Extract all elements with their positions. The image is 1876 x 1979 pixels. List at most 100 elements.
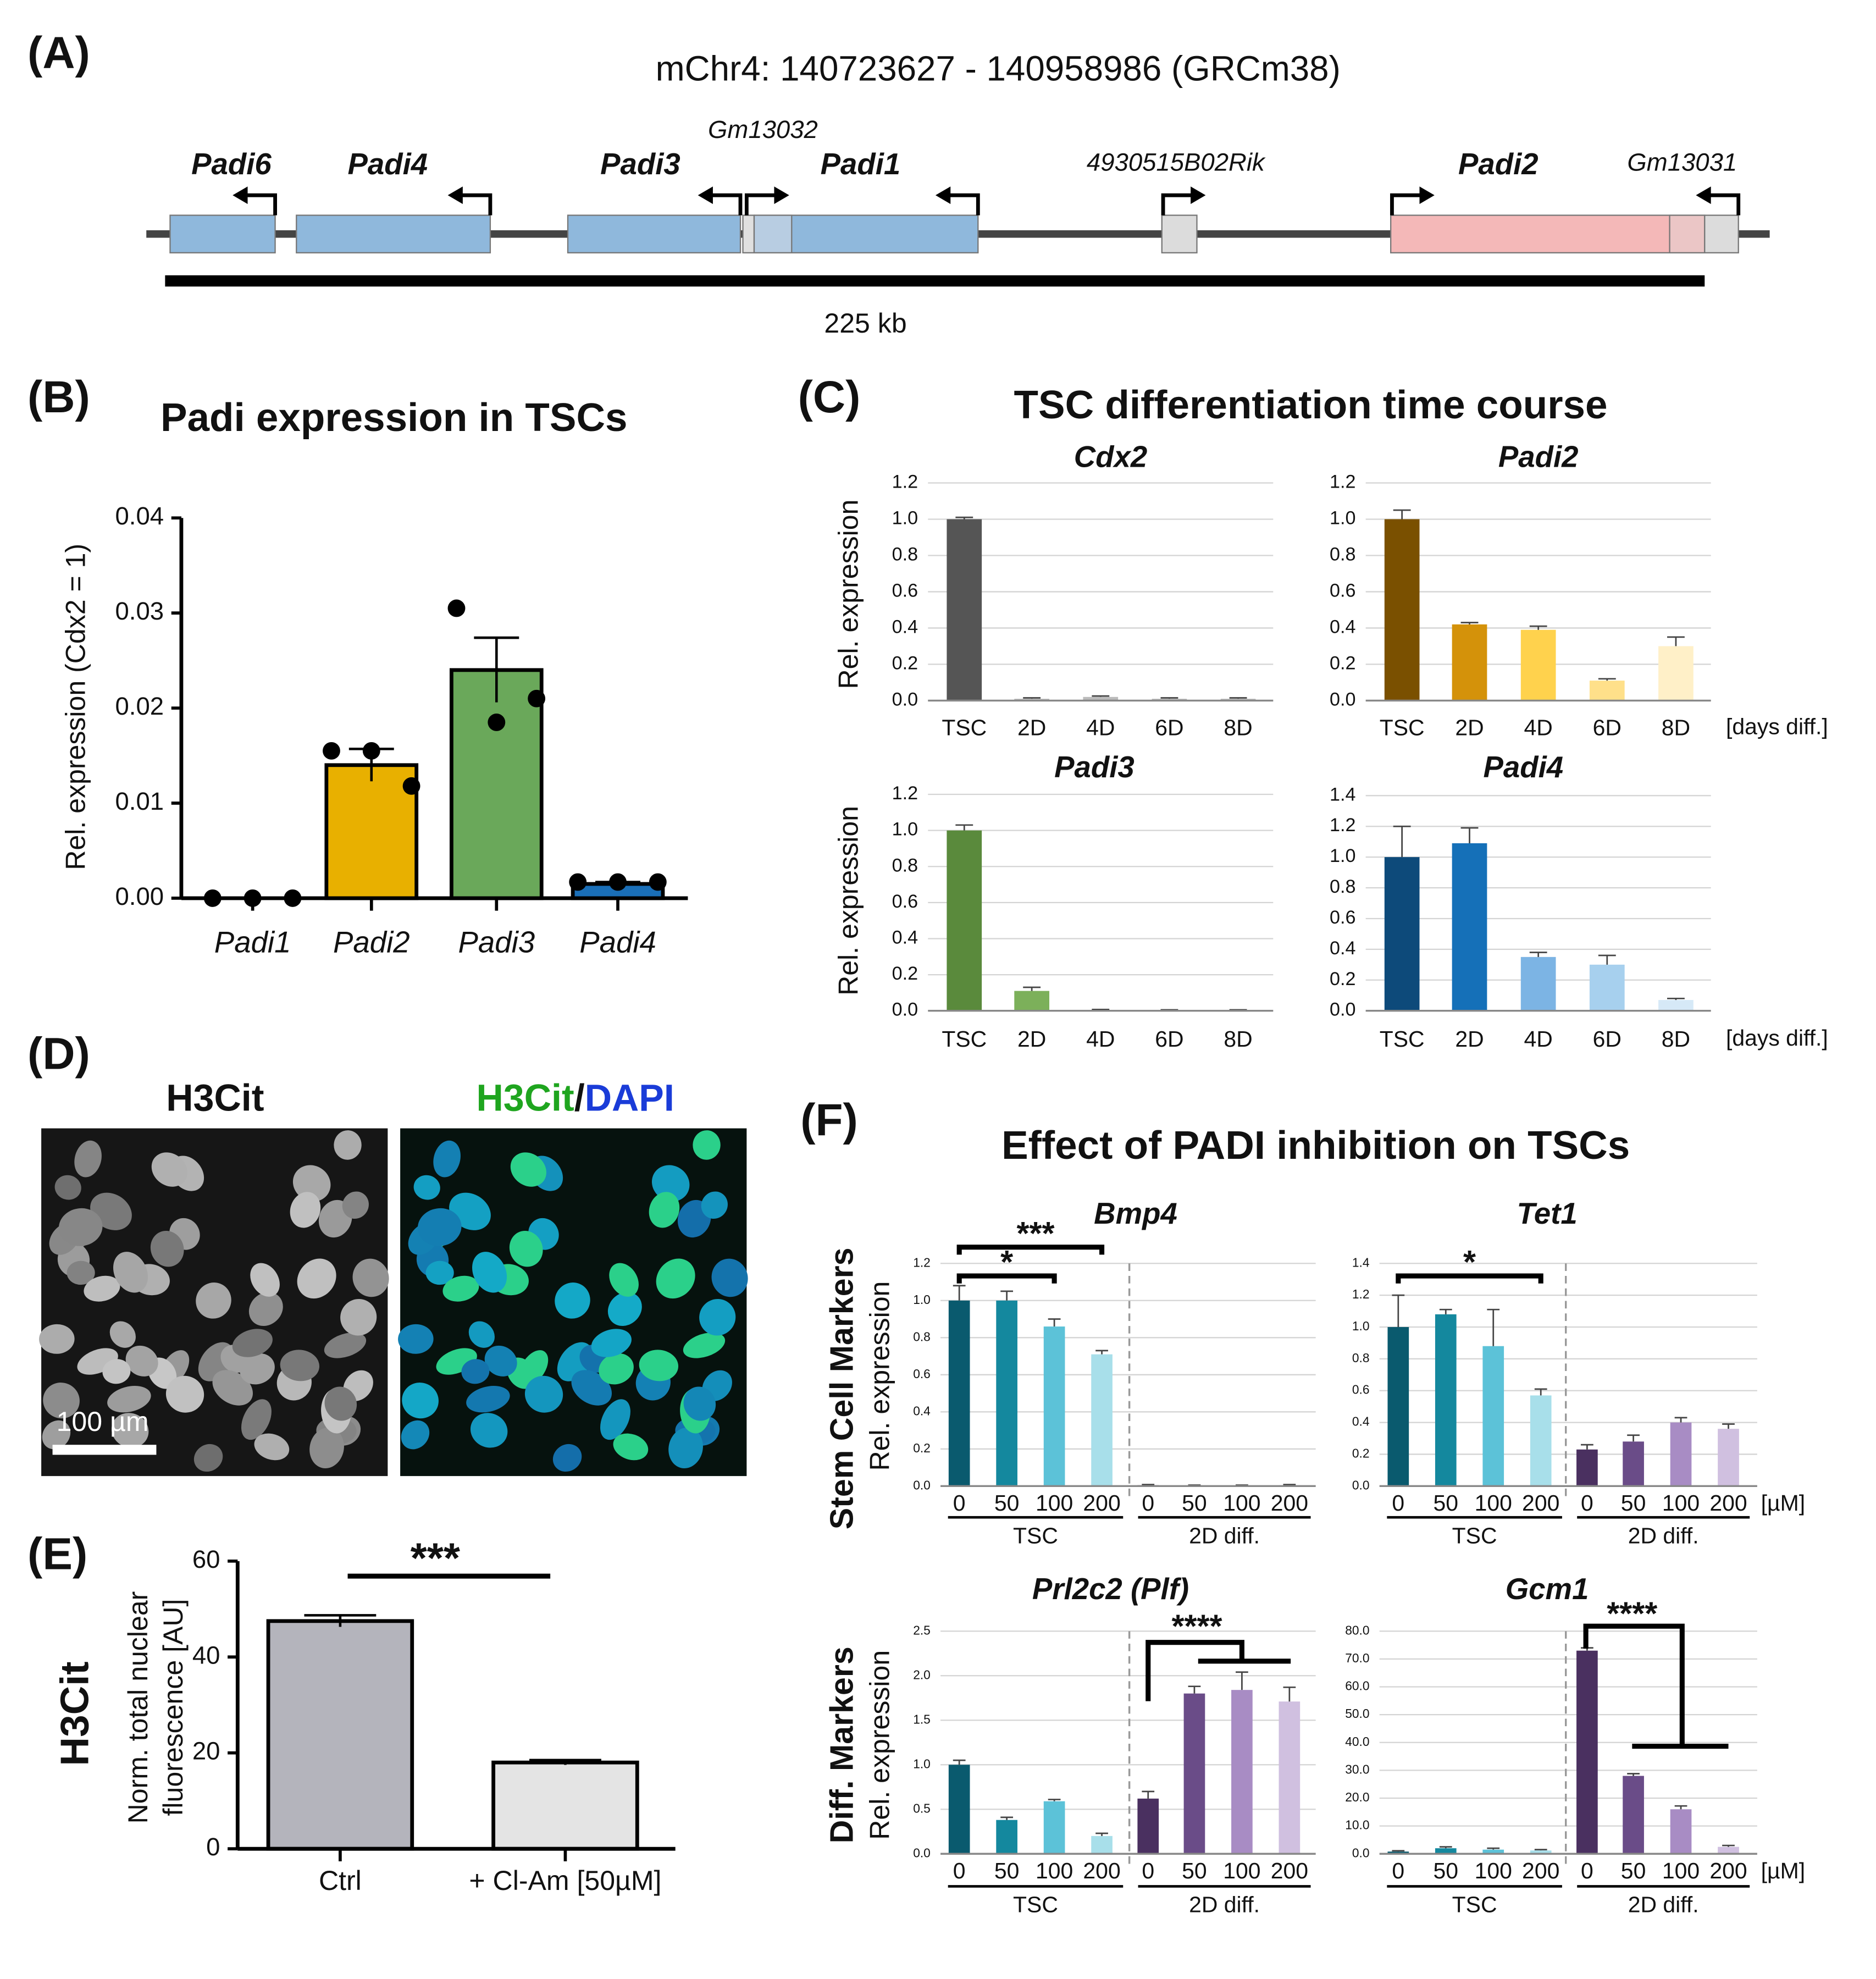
y-axis-label: Norm. total nuclear [123,1591,153,1824]
row-label: H3Cit [52,1661,97,1766]
gene-box [169,214,276,253]
bar [1718,1429,1739,1486]
cell [280,1350,319,1381]
y-tick-label: 0.6 [913,1367,931,1381]
y-axis-label: fluorescence [AU] [158,1599,189,1816]
scale-label: 225 kb [824,308,906,339]
chart-title: Gcm1 [1506,1572,1589,1606]
error-bar [529,1759,601,1765]
group-label: TSC [1013,1523,1058,1548]
bar [1520,957,1556,1011]
x-tick-label: 0 [1581,1490,1593,1516]
y-tick-label: 2.5 [913,1623,931,1637]
y-axis-label: Rel. expression (Cdx2 = 1) [60,544,91,870]
x-tick-label: 0 [1581,1858,1593,1883]
gene-label: Padi4 [348,147,428,181]
x-tick-label: 50 [1434,1858,1459,1883]
x-tick-label: 100 [1223,1858,1260,1883]
cell [151,1152,187,1187]
gene-arrow [1161,193,1201,215]
bar [948,1765,970,1854]
significance-label: *** [1016,1215,1054,1252]
bar [1387,1851,1409,1854]
cell [466,1386,510,1413]
group-label: 2D diff. [1628,1892,1699,1917]
error-bar [1722,1423,1735,1429]
cell [600,1399,630,1440]
bar [1014,991,1050,1011]
x-tick-label: 200 [1522,1490,1559,1516]
x-tick-label: 0 [1392,1858,1404,1883]
cell [84,1275,120,1302]
bar [1576,1650,1598,1854]
group-label: 2D diff. [1628,1523,1699,1548]
arrow-head [447,186,463,204]
y-axis-label: Rel. expression [864,1650,895,1840]
significance-label: * [1463,1243,1476,1280]
cell [39,1324,75,1354]
x-tick-label: 0 [1142,1858,1154,1883]
x-tick-label: 6D [1155,1026,1183,1052]
y-tick-label: 30.0 [1345,1762,1369,1776]
x-tick-label: TSC [942,715,987,740]
error-bar [1023,697,1041,699]
title-part: / [574,1077,585,1119]
data-point [488,714,506,731]
x-unit: [days diff.] [1726,714,1828,739]
error-bar [1722,1844,1735,1847]
error-bar [1627,1434,1640,1442]
y-tick-label: 0.6 [892,580,918,601]
cell [165,1375,204,1413]
cell [334,1130,362,1160]
error-bar [1000,1290,1014,1301]
y-tick-label: 0.8 [1352,1351,1370,1365]
cell [609,1263,639,1297]
y-tick-label: 0.01 [115,787,164,815]
cell [711,1258,748,1297]
cell [196,1283,231,1319]
error-bar [1236,1671,1248,1690]
bar [1231,1690,1253,1854]
gene-arrow [1390,193,1430,215]
bar [1452,843,1487,1011]
cell [552,1444,582,1472]
x-tick-label: 200 [1522,1858,1559,1883]
gene-box [753,214,793,253]
significance-bracket [956,1245,1105,1255]
x-tick-label: TSC [1380,1026,1425,1052]
group-label: TSC [1452,1892,1497,1917]
x-tick-label: 4D [1524,715,1552,740]
bar [1043,1326,1065,1486]
cell [417,1208,462,1246]
cell [43,1383,80,1419]
data-point [609,873,627,891]
y-tick-label: 0.2 [1352,1446,1370,1460]
gene-label: Padi2 [1458,147,1539,181]
cell [651,1165,690,1202]
scale-bar [52,1445,157,1455]
significance-label: **** [1607,1595,1657,1632]
cell [342,1191,369,1219]
cell [649,1192,680,1228]
error-bar [1142,1790,1155,1799]
cell [701,1191,728,1219]
bar [1091,1836,1113,1854]
chart-title: Prl2c2 (Plf) [1032,1572,1189,1606]
y-tick-label: 70.0 [1345,1651,1369,1665]
chart-title: Cdx2 [1074,440,1148,474]
chart-title: Padi4 [1484,750,1564,784]
x-tick-label: 8D [1662,1026,1690,1052]
scale-bar-label: 100 µm [57,1406,149,1437]
x-tick-label: 200 [1271,1490,1308,1516]
x-tick-label: 2D [1455,1026,1484,1052]
data-point [362,742,380,760]
cell [107,1386,151,1413]
cell [340,1299,377,1336]
data-point [402,777,420,795]
group-label: 2D diff. [1189,1523,1260,1548]
x-tick-label: 200 [1271,1858,1308,1883]
x-tick-label: 50 [994,1858,1020,1883]
error-bar [1092,695,1110,697]
cell [683,1333,726,1358]
